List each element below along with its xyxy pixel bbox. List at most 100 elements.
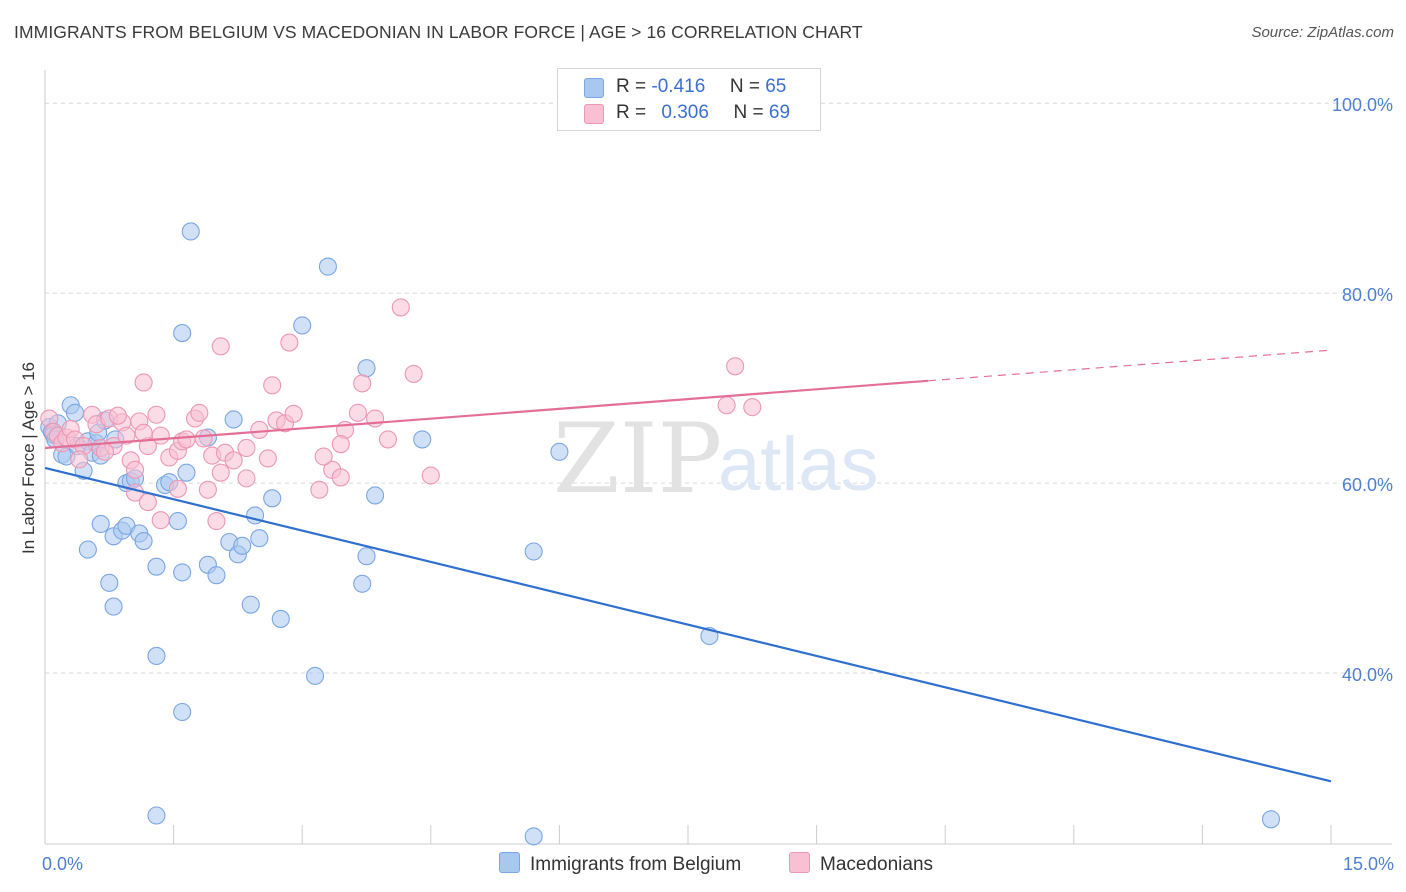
point-macedonians (314, 447, 333, 466)
point-belgium (173, 324, 192, 343)
point-macedonians (207, 512, 226, 531)
point-belgium (353, 574, 372, 593)
point-belgium (318, 257, 337, 276)
y-tick-label: 100.0% (1332, 95, 1393, 115)
point-macedonians (717, 396, 736, 415)
point-belgium (306, 666, 325, 685)
point-macedonians (421, 466, 440, 485)
point-macedonians (190, 403, 209, 422)
point-macedonians (198, 480, 217, 499)
x-tick-label: 0.0% (42, 854, 83, 874)
point-belgium (78, 540, 97, 559)
point-belgium (271, 609, 290, 628)
point-macedonians (211, 337, 230, 356)
point-belgium (147, 806, 166, 825)
point-belgium (357, 359, 376, 378)
point-macedonians (70, 450, 89, 469)
axes (44, 70, 1392, 845)
legend-r-label: R = (616, 102, 647, 123)
point-macedonians (237, 469, 256, 488)
point-belgium (550, 442, 569, 461)
point-macedonians (224, 451, 243, 470)
point-belgium (366, 486, 385, 505)
legend-n-value: 65 (765, 76, 787, 97)
bottom-legend-label-belgium: Immigrants from Belgium (530, 854, 742, 875)
point-macedonians (250, 420, 269, 439)
point-macedonians (258, 449, 277, 468)
point-macedonians (138, 493, 157, 512)
bottom-legend-belgium: Immigrants from Belgium (499, 852, 741, 876)
legend-n-label: N = (729, 76, 760, 97)
point-macedonians (280, 333, 299, 352)
point-belgium (357, 547, 376, 566)
point-belgium (65, 403, 85, 422)
point-macedonians (726, 357, 745, 376)
watermark: ZIP atlas (553, 403, 879, 515)
point-macedonians (743, 398, 762, 417)
trend-line-macedonians (44, 379, 929, 450)
legend-n-label: N = (733, 102, 764, 123)
chart-title: IMMIGRANTS FROM BELGIUM VS MACEDONIAN IN… (14, 22, 863, 42)
point-belgium (173, 563, 192, 582)
point-macedonians (348, 403, 367, 422)
stats-legend: R = -0.416 N = 65 R = 0.306 N = 69 (557, 68, 821, 131)
point-macedonians (108, 406, 127, 425)
point-macedonians (134, 423, 153, 442)
point-macedonians (125, 460, 145, 479)
point-belgium (134, 531, 153, 551)
point-belgium (100, 573, 119, 592)
bottom-legend-macedonians: Macedonians (789, 852, 933, 876)
point-belgium (524, 827, 543, 846)
bottom-legend-swatch-belgium (499, 852, 520, 873)
point-macedonians (378, 430, 397, 449)
y-axis-label: In Labor Force | Age > 16 (19, 362, 38, 554)
watermark-atlas: atlas (718, 422, 879, 507)
legend-n-value: 69 (768, 102, 791, 123)
legend-r-value: 0.306 (661, 102, 709, 123)
point-macedonians (211, 463, 230, 482)
legend-swatch-macedonians (584, 104, 604, 124)
point-macedonians (117, 426, 136, 445)
trend-line-belgium (44, 466, 1332, 783)
point-belgium (91, 514, 110, 534)
point-macedonians (134, 373, 153, 392)
point-belgium (413, 430, 432, 449)
point-belgium (168, 512, 187, 531)
y-tick-label: 40.0% (1342, 665, 1393, 685)
point-macedonians (177, 430, 196, 449)
point-macedonians (168, 479, 187, 498)
point-macedonians (284, 404, 303, 423)
grid-lines (45, 102, 1392, 674)
point-macedonians (147, 405, 166, 424)
point-belgium (181, 222, 200, 241)
point-belgium (263, 489, 282, 508)
trend-line-macedonians-extension (928, 349, 1332, 382)
point-belgium (177, 463, 196, 482)
point-belgium (241, 595, 260, 614)
legend-r-label: R = (616, 76, 647, 97)
point-macedonians (404, 364, 423, 383)
point-belgium (233, 536, 252, 555)
y-tick-label: 60.0% (1342, 475, 1393, 495)
legend-swatch-belgium (584, 78, 604, 98)
point-macedonians (310, 480, 329, 499)
point-macedonians (391, 298, 410, 317)
point-macedonians (151, 511, 170, 530)
data-points (40, 222, 1281, 846)
point-belgium (173, 702, 192, 722)
tick-labels: 40.0% 60.0% 80.0% 100.0% 0.0% 15.0% (42, 95, 1394, 874)
bottom-legend-swatch-macedonians (789, 852, 810, 873)
point-belgium (293, 316, 312, 335)
point-macedonians (263, 376, 282, 395)
point-belgium (524, 542, 543, 561)
point-macedonians (366, 409, 385, 428)
point-macedonians (331, 468, 350, 487)
point-macedonians (95, 442, 115, 461)
trend-lines (44, 349, 1332, 783)
point-belgium (224, 410, 243, 429)
bottom-legend-label-macedonians: Macedonians (820, 854, 934, 875)
point-belgium (104, 597, 123, 616)
point-macedonians (353, 374, 372, 393)
legend-r-value: -0.416 (651, 76, 706, 97)
point-macedonians (331, 435, 350, 454)
